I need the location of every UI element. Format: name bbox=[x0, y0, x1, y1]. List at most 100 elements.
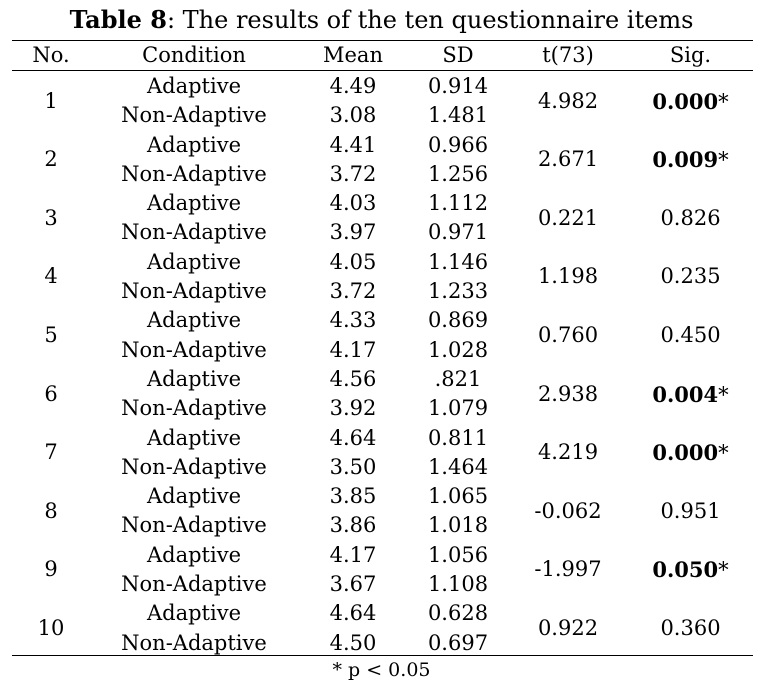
sig-value: 0.235 bbox=[628, 262, 753, 291]
t-value: 2.671 bbox=[537, 147, 599, 172]
sd-adaptive: 1.146 bbox=[427, 249, 489, 274]
condition-non-adaptive: Non-Adaptive bbox=[121, 279, 267, 304]
sig-value: 0.826 bbox=[628, 204, 753, 233]
condition-adaptive: Adaptive bbox=[146, 367, 242, 391]
sig-value: 0.000* bbox=[628, 87, 753, 116]
item-number: 9 bbox=[44, 557, 58, 582]
sig-value: 0.004* bbox=[628, 380, 753, 409]
condition-non-adaptive: Non-Adaptive bbox=[121, 337, 267, 362]
mean-non-adaptive: 3.67 bbox=[329, 572, 377, 597]
table-row: 3 Adaptive Non-Adaptive 4.03 3.97 1.112 0.971 0… bbox=[0, 189, 763, 248]
condition-non-adaptive: Non-Adaptive bbox=[121, 513, 267, 538]
sig-value: 0.951 bbox=[628, 497, 753, 526]
item-number: 8 bbox=[44, 498, 58, 523]
t-value: 4.982 bbox=[537, 88, 599, 113]
sd-adaptive: 0.869 bbox=[427, 308, 489, 333]
condition-adaptive: Adaptive bbox=[146, 484, 242, 509]
sd-adaptive: 1.056 bbox=[427, 542, 489, 567]
sig-number: 0.235 bbox=[660, 264, 721, 289]
mean-adaptive: 4.64 bbox=[329, 601, 377, 626]
condition-adaptive: Adaptive bbox=[146, 249, 242, 274]
sd-adaptive: 0.966 bbox=[427, 132, 489, 157]
sig-value: 0.050* bbox=[628, 555, 753, 584]
sig-number: 0.004 bbox=[652, 381, 719, 407]
condition-adaptive: Adaptive bbox=[146, 425, 242, 450]
mean-adaptive: 4.64 bbox=[329, 425, 377, 450]
mean-non-adaptive: 4.17 bbox=[329, 337, 377, 362]
condition-adaptive: Adaptive bbox=[146, 542, 242, 567]
sd-non-adaptive: 0.971 bbox=[427, 220, 489, 245]
condition-non-adaptive: Non-Adaptive bbox=[121, 103, 267, 128]
sig-number: 0.000 bbox=[652, 88, 719, 114]
sd-non-adaptive: 0.697 bbox=[427, 630, 489, 655]
condition-non-adaptive: Non-Adaptive bbox=[121, 454, 267, 479]
sd-non-adaptive: 1.233 bbox=[427, 279, 489, 304]
significance-star: * bbox=[718, 148, 729, 173]
condition-non-adaptive: Non-Adaptive bbox=[121, 161, 267, 186]
table-row: 9 Adaptive Non-Adaptive 4.17 3.67 1.056 1.108 -… bbox=[0, 541, 763, 600]
table-row: 6 Adaptive Non-Adaptive 4.56 3.92 .821 1.079 2.… bbox=[0, 365, 763, 424]
condition-non-adaptive: Non-Adaptive bbox=[121, 220, 267, 245]
table-row: 10 Adaptive Non-Adaptive 4.64 4.50 0.628 0.697… bbox=[0, 599, 763, 658]
condition-adaptive: Adaptive bbox=[146, 601, 242, 626]
sig-value: 0.360 bbox=[628, 614, 753, 643]
t-value: -1.997 bbox=[534, 557, 602, 582]
table-bottom-rule bbox=[12, 655, 753, 656]
sd-non-adaptive: 1.018 bbox=[427, 513, 489, 538]
t-value: 1.198 bbox=[537, 264, 599, 289]
mean-adaptive: 4.41 bbox=[329, 132, 377, 157]
significance-star: * bbox=[718, 382, 729, 407]
mean-non-adaptive: 3.72 bbox=[329, 279, 377, 304]
mean-non-adaptive: 3.97 bbox=[329, 220, 377, 245]
mean-non-adaptive: 3.50 bbox=[329, 454, 377, 479]
table-row: 2 Adaptive Non-Adaptive 4.41 3.72 0.966 1.256 2… bbox=[0, 131, 763, 190]
condition-adaptive: Adaptive bbox=[146, 191, 242, 216]
mean-non-adaptive: 4.50 bbox=[329, 630, 377, 655]
mean-adaptive: 4.33 bbox=[329, 308, 377, 333]
sd-non-adaptive: 1.028 bbox=[427, 337, 489, 362]
sd-adaptive: 0.914 bbox=[427, 74, 489, 98]
sd-non-adaptive: 1.079 bbox=[427, 396, 489, 421]
table-row: 4 Adaptive Non-Adaptive 4.05 3.72 1.146 1.233 1… bbox=[0, 248, 763, 307]
table-caption-text: : The results of the ten questionnaire i… bbox=[166, 6, 694, 34]
sig-number: 0.000 bbox=[652, 440, 719, 466]
mean-adaptive: 4.17 bbox=[329, 542, 377, 567]
item-number: 10 bbox=[37, 615, 65, 640]
header-bottom-rule bbox=[12, 70, 753, 71]
header-t: t(73) bbox=[542, 43, 594, 67]
table-caption: Table 8: The results of the ten question… bbox=[0, 4, 763, 36]
table-caption-label: Table 8 bbox=[69, 5, 167, 34]
sd-non-adaptive: 1.464 bbox=[427, 454, 489, 479]
item-number: 6 bbox=[44, 381, 58, 406]
mean-adaptive: 4.03 bbox=[329, 191, 377, 216]
sig-number: 0.826 bbox=[660, 205, 721, 230]
table-row: 8 Adaptive Non-Adaptive 3.85 3.86 1.065 1.018 -… bbox=[0, 482, 763, 541]
header-condition: Condition bbox=[142, 43, 246, 67]
table-row: 5 Adaptive Non-Adaptive 4.33 4.17 0.869 1.028 0… bbox=[0, 306, 763, 365]
sd-adaptive: 1.112 bbox=[427, 191, 489, 216]
mean-non-adaptive: 3.72 bbox=[329, 161, 377, 186]
mean-non-adaptive: 3.92 bbox=[329, 396, 377, 421]
mean-adaptive: 3.85 bbox=[329, 484, 377, 509]
condition-non-adaptive: Non-Adaptive bbox=[121, 396, 267, 421]
table-top-rule bbox=[12, 40, 753, 41]
header-sd: SD bbox=[442, 43, 474, 67]
sig-number: 0.009 bbox=[652, 147, 719, 173]
mean-adaptive: 4.05 bbox=[329, 249, 377, 274]
t-value: 2.938 bbox=[537, 381, 599, 406]
mean-adaptive: 4.56 bbox=[329, 367, 377, 391]
sig-value: 0.000* bbox=[628, 438, 753, 467]
sd-non-adaptive: 1.481 bbox=[427, 103, 489, 128]
sig-number: 0.360 bbox=[660, 615, 721, 640]
sd-adaptive: .821 bbox=[434, 367, 482, 391]
sd-non-adaptive: 1.256 bbox=[427, 161, 489, 186]
significance-star: * bbox=[718, 558, 729, 583]
t-value: 0.760 bbox=[537, 322, 599, 347]
sd-adaptive: 0.811 bbox=[427, 425, 489, 450]
mean-adaptive: 4.49 bbox=[329, 74, 377, 98]
item-number: 2 bbox=[44, 147, 58, 172]
condition-non-adaptive: Non-Adaptive bbox=[121, 630, 267, 655]
sd-non-adaptive: 1.108 bbox=[427, 572, 489, 597]
item-number: 4 bbox=[44, 264, 58, 289]
sd-adaptive: 0.628 bbox=[427, 601, 489, 626]
